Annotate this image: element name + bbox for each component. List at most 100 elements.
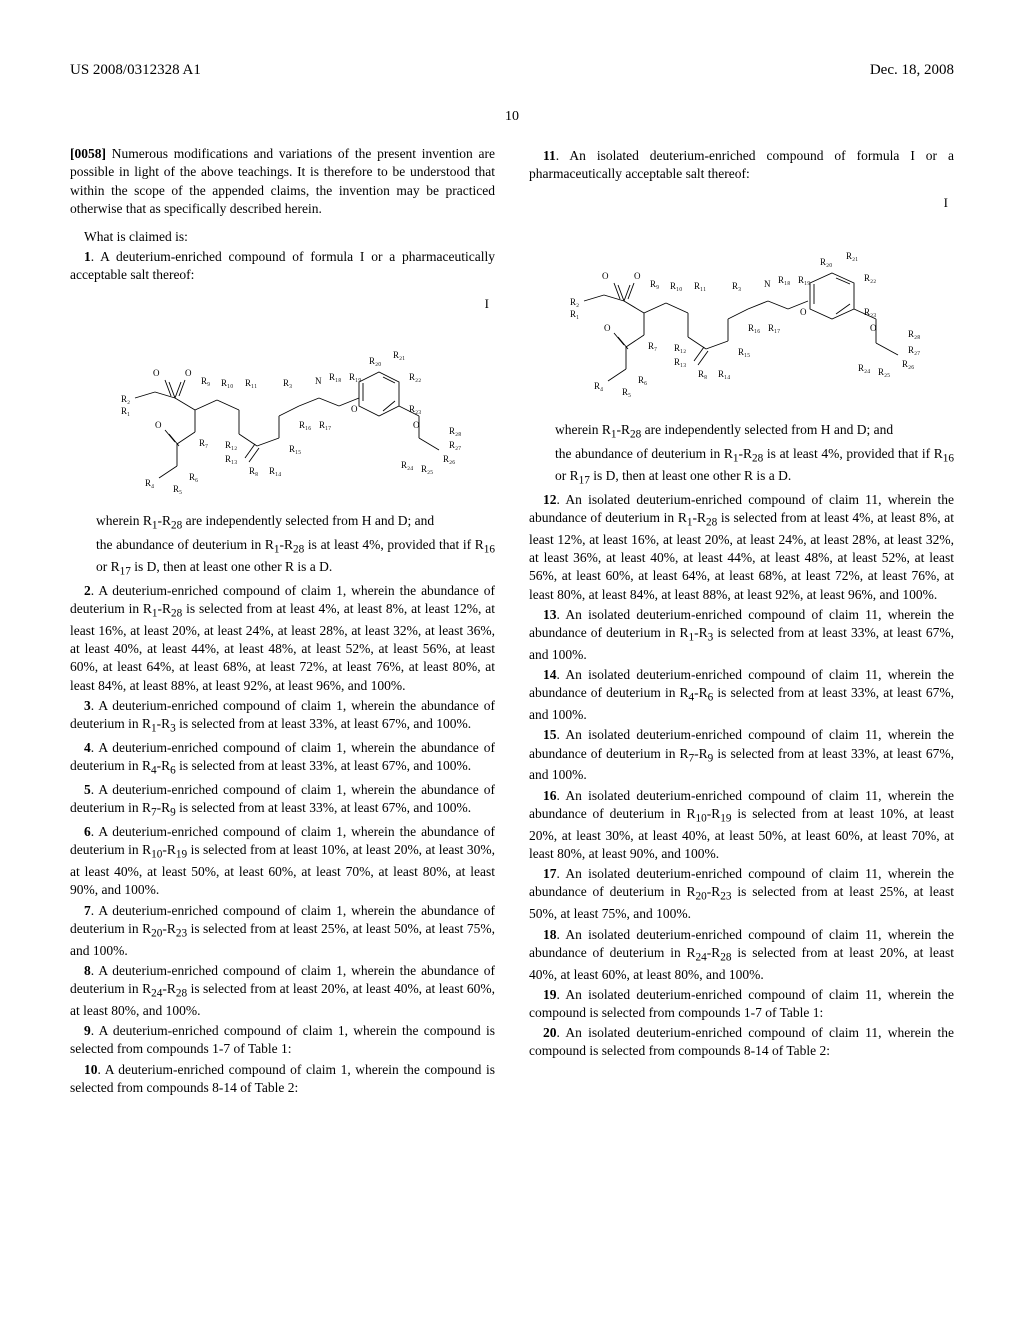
svg-text:O: O <box>153 368 160 378</box>
svg-text:R₃: R₃ <box>283 378 292 388</box>
svg-text:R₁₇: R₁₇ <box>768 323 780 333</box>
claim-num: 8 <box>84 963 91 978</box>
svg-text:R₁₈: R₁₈ <box>778 275 790 285</box>
svg-text:R₅: R₅ <box>622 387 631 397</box>
svg-text:O: O <box>870 323 877 333</box>
para-text: Numerous modifications and variations of… <box>70 146 495 216</box>
para-num: [0058] <box>70 146 106 161</box>
svg-text:R₁₄: R₁₄ <box>269 466 281 476</box>
r-sub: 1 <box>687 517 693 529</box>
claim-1: 1. A deuterium-enriched compound of form… <box>70 248 495 284</box>
chemical-structure-right: R₂R₁ OO R₉ O R₄R₅R₆ R₇ R₁₀R₁₁ R₁₂R₁₃ R₈R… <box>542 219 942 409</box>
claim-11-wherein-b: the abundance of deuterium in R1-R28 is … <box>555 445 954 489</box>
r-sub: 1 <box>152 520 158 532</box>
claim-1-wherein-a: wherein R1-R28 are independently selecte… <box>96 512 495 534</box>
claim-num: 20 <box>543 1025 557 1040</box>
svg-text:O: O <box>413 420 420 430</box>
svg-text:N: N <box>764 279 771 289</box>
svg-text:R₂₃: R₂₃ <box>864 307 876 317</box>
svg-text:R₈: R₈ <box>698 369 707 379</box>
svg-text:R₄: R₄ <box>594 381 603 391</box>
claim-num: 7 <box>84 903 91 918</box>
claim-num: 19 <box>543 987 557 1002</box>
claim-8: 8. A deuterium-enriched compound of clai… <box>70 962 495 1020</box>
claim-6: 6. A deuterium-enriched compound of clai… <box>70 823 495 900</box>
r-sub: 4 <box>689 692 695 704</box>
r-sub: 28 <box>171 608 182 620</box>
svg-text:R₉: R₉ <box>201 376 210 386</box>
claim-17: 17. An isolated deuterium-enriched compo… <box>529 865 954 923</box>
r-sub: 24 <box>696 951 707 963</box>
svg-text:O: O <box>185 368 192 378</box>
svg-text:R₁₄: R₁₄ <box>718 369 730 379</box>
svg-text:R₁₆: R₁₆ <box>748 323 760 333</box>
svg-text:R₁₈: R₁₈ <box>329 372 341 382</box>
claim-15: 15. An isolated deuterium-enriched compo… <box>529 726 954 784</box>
r-sub: 1 <box>689 632 695 644</box>
r-sub: 16 <box>943 453 954 465</box>
svg-text:R₂₂: R₂₂ <box>409 372 421 382</box>
svg-text:R₁₁: R₁₁ <box>694 281 706 291</box>
r-sub: 23 <box>720 891 731 903</box>
svg-text:R₂₇: R₂₇ <box>449 440 461 450</box>
formula-label-right: I <box>529 194 948 212</box>
svg-text:R₂₄: R₂₄ <box>858 363 870 373</box>
svg-text:R₁: R₁ <box>121 406 130 416</box>
r-sub: 28 <box>171 520 182 532</box>
claim-num: 18 <box>543 927 557 942</box>
two-column-layout: [0058] Numerous modifications and variat… <box>70 145 954 1099</box>
right-column: 11. An isolated deuterium-enriched compo… <box>529 145 954 1099</box>
svg-text:R₆: R₆ <box>189 472 198 482</box>
claim-2: 2. A deuterium-enriched compound of clai… <box>70 582 495 695</box>
svg-text:N: N <box>315 376 322 386</box>
svg-text:R₁₂: R₁₂ <box>674 343 686 353</box>
svg-text:R₁₅: R₁₅ <box>289 444 301 454</box>
svg-text:R₂₇: R₂₇ <box>908 345 920 355</box>
svg-text:R₄: R₄ <box>145 478 154 488</box>
svg-text:R₁: R₁ <box>570 309 579 319</box>
claim-11-wherein-a: wherein R1-R28 are independently selecte… <box>555 421 954 443</box>
claim-11: 11. An isolated deuterium-enriched compo… <box>529 147 954 183</box>
svg-text:R₁₉: R₁₉ <box>349 372 361 382</box>
svg-text:R₂₂: R₂₂ <box>864 273 876 283</box>
r-sub: 20 <box>696 891 707 903</box>
claim-13: 13. An isolated deuterium-enriched compo… <box>529 606 954 664</box>
svg-text:R₈: R₈ <box>249 466 258 476</box>
svg-text:R₁₀: R₁₀ <box>670 281 682 291</box>
svg-text:R₂₁: R₂₁ <box>846 251 858 261</box>
svg-text:R₂: R₂ <box>121 394 130 404</box>
svg-text:R₁₁: R₁₁ <box>245 378 257 388</box>
claim-num: 15 <box>543 727 557 742</box>
r-sub: 19 <box>720 813 731 825</box>
claim-num: 17 <box>543 866 557 881</box>
claim-num: 13 <box>543 607 557 622</box>
svg-text:R₂₅: R₂₅ <box>421 464 433 474</box>
claim-num: 12 <box>543 492 557 507</box>
r-sub: 23 <box>176 928 187 940</box>
r-sub: 19 <box>176 849 187 861</box>
svg-text:O: O <box>155 420 162 430</box>
claim-7: 7. A deuterium-enriched compound of clai… <box>70 902 495 960</box>
svg-text:R₂₆: R₂₆ <box>902 359 914 369</box>
claim-num: 16 <box>543 788 557 803</box>
svg-text:R₁₇: R₁₇ <box>319 420 331 430</box>
claim-num: 3 <box>84 698 91 713</box>
svg-text:R₅: R₅ <box>173 484 182 494</box>
page-number: 10 <box>70 108 954 127</box>
svg-text:O: O <box>351 404 358 414</box>
svg-text:R₁₃: R₁₃ <box>674 357 686 367</box>
r-sub: 10 <box>151 849 162 861</box>
r-sub: 28 <box>176 988 187 1000</box>
r-sub: 20 <box>151 928 162 940</box>
patent-page: US 2008/0312328 A1 Dec. 18, 2008 10 [005… <box>0 0 1024 1320</box>
svg-text:R₁₃: R₁₃ <box>225 454 237 464</box>
r-sub: 28 <box>630 429 641 441</box>
r-sub: 1 <box>611 429 617 441</box>
claim-19: 19. An isolated deuterium-enriched compo… <box>529 986 954 1022</box>
claim-10: 10. A deuterium-enriched compound of cla… <box>70 1061 495 1097</box>
claim-4: 4. A deuterium-enriched compound of clai… <box>70 739 495 779</box>
r-sub: 28 <box>720 951 731 963</box>
svg-text:R₂: R₂ <box>570 297 579 307</box>
publication-date: Dec. 18, 2008 <box>870 60 954 80</box>
claim-num: 14 <box>543 667 557 682</box>
